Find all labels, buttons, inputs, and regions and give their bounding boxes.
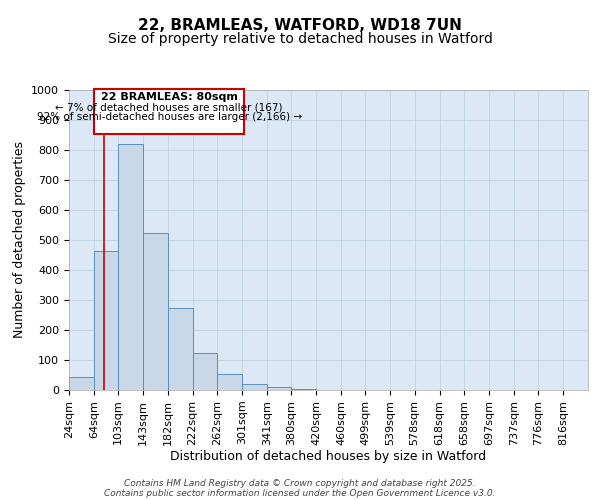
Text: 92% of semi-detached houses are larger (2,166) →: 92% of semi-detached houses are larger (… [37, 112, 302, 122]
Y-axis label: Number of detached properties: Number of detached properties [13, 142, 26, 338]
Bar [217, 374, 242, 390]
Bar [143, 232, 167, 390]
Bar [193, 352, 217, 390]
Bar [267, 387, 291, 390]
X-axis label: Distribution of detached houses by size in Watford: Distribution of detached houses by size … [170, 450, 487, 464]
Text: Contains public sector information licensed under the Open Government Licence v3: Contains public sector information licen… [104, 488, 496, 498]
Text: 22 BRAMLEAS: 80sqm: 22 BRAMLEAS: 80sqm [101, 92, 238, 102]
Text: 22, BRAMLEAS, WATFORD, WD18 7UN: 22, BRAMLEAS, WATFORD, WD18 7UN [138, 18, 462, 32]
Bar [94, 90, 244, 134]
Bar [69, 376, 94, 390]
Text: ← 7% of detached houses are smaller (167): ← 7% of detached houses are smaller (167… [55, 102, 283, 113]
Text: Contains HM Land Registry data © Crown copyright and database right 2025.: Contains HM Land Registry data © Crown c… [124, 478, 476, 488]
Bar [167, 308, 193, 390]
Bar [242, 384, 267, 390]
Bar [291, 388, 316, 390]
Bar [118, 144, 143, 390]
Text: Size of property relative to detached houses in Watford: Size of property relative to detached ho… [107, 32, 493, 46]
Bar [94, 250, 118, 390]
